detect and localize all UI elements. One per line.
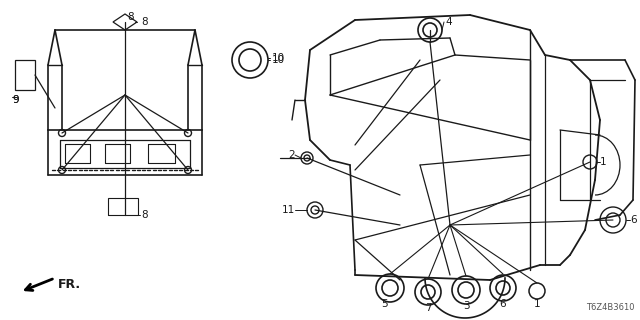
Text: T6Z4B3610: T6Z4B3610 xyxy=(586,303,635,312)
Text: 2: 2 xyxy=(289,150,295,160)
Text: 10: 10 xyxy=(272,53,285,63)
Text: 10: 10 xyxy=(272,55,285,65)
Text: 7: 7 xyxy=(425,303,431,313)
Text: 9: 9 xyxy=(12,95,19,105)
Text: 5: 5 xyxy=(381,299,387,309)
Text: 8: 8 xyxy=(127,12,134,22)
Text: 4: 4 xyxy=(445,17,452,27)
Text: FR.: FR. xyxy=(58,278,81,292)
Text: 1: 1 xyxy=(534,299,540,309)
Text: 6: 6 xyxy=(500,299,506,309)
Text: 3: 3 xyxy=(463,301,469,311)
Text: 11: 11 xyxy=(282,205,295,215)
Text: 8: 8 xyxy=(141,17,148,27)
Text: 9: 9 xyxy=(12,95,19,105)
Text: 1: 1 xyxy=(600,157,607,167)
Text: 8: 8 xyxy=(141,210,148,220)
Text: 6: 6 xyxy=(630,215,637,225)
